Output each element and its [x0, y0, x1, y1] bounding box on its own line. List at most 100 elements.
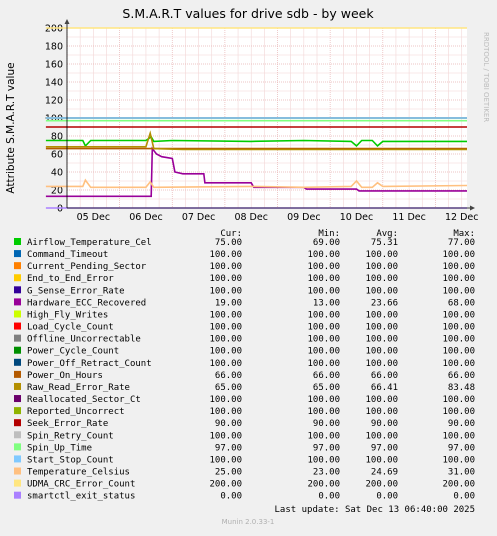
- legend-value: 100.00: [209, 250, 242, 260]
- legend-value: 100.00: [442, 431, 475, 441]
- legend-value: 100.00: [209, 274, 242, 284]
- legend-value: 75.31: [371, 238, 398, 248]
- legend-series-name: Temperature_Celsius: [27, 468, 130, 478]
- legend-swatch: [14, 395, 21, 403]
- legend-swatch: [14, 443, 21, 451]
- legend-value: 77.00: [448, 238, 475, 248]
- legend-value: 100.00: [209, 310, 242, 320]
- legend-value: 90.00: [448, 419, 475, 429]
- y-tick-label: 80: [51, 132, 63, 143]
- legend-value: 100.00: [365, 286, 398, 296]
- y-axis-arrow-icon: [64, 19, 70, 24]
- legend-value: 0.00: [453, 492, 475, 502]
- legend-swatch: [14, 382, 21, 390]
- legend-value: 97.00: [313, 443, 340, 453]
- legend-value: 100.00: [365, 407, 398, 417]
- legend-value: 24.69: [371, 468, 398, 478]
- y-tick-label: 0: [57, 204, 63, 215]
- y-tick-label: 200: [45, 24, 63, 35]
- series-line: [45, 146, 467, 198]
- legend-series-name: Hardware_ECC_Recovered: [27, 298, 146, 308]
- legend-value: 100.00: [209, 431, 242, 441]
- y-tick-label: 20: [51, 186, 63, 197]
- legend-value: 100.00: [365, 262, 398, 272]
- y-tick-label: 100: [45, 114, 63, 125]
- legend-series-name: UDMA_CRC_Error_Count: [27, 480, 135, 490]
- x-tick-label: 08 Dec: [234, 212, 268, 223]
- legend-swatch: [14, 322, 21, 330]
- legend-value: 100.00: [365, 250, 398, 260]
- legend-value: 65.00: [215, 383, 242, 393]
- legend-value: 68.00: [448, 298, 475, 308]
- legend-series-name: Raw_Read_Error_Rate: [27, 383, 130, 393]
- legend-value: 100.00: [307, 455, 340, 465]
- legend-swatch: [14, 358, 21, 366]
- legend-value: 0.00: [376, 492, 398, 502]
- legend-swatch: [14, 370, 21, 378]
- legend-value: 97.00: [215, 443, 242, 453]
- legend-series-name: smartctl_exit_status: [27, 492, 135, 502]
- x-tick-label: 06 Dec: [129, 212, 163, 223]
- legend-swatch: [14, 298, 21, 306]
- legend-swatch: [14, 274, 21, 282]
- legend-value: 100.00: [307, 335, 340, 345]
- legend-value: 100.00: [365, 310, 398, 320]
- legend-value: 97.00: [448, 443, 475, 453]
- legend-value: 90.00: [313, 419, 340, 429]
- legend-series-name: Seek_Error_Rate: [27, 419, 108, 429]
- rrdtool-label: RRDTOOL / TOBI OETIKER: [482, 32, 490, 122]
- legend-header: Min:: [318, 229, 340, 239]
- legend-value: 25.00: [215, 468, 242, 478]
- legend-header: Max:: [453, 229, 475, 239]
- legend-swatch: [14, 334, 21, 342]
- legend-value: 100.00: [442, 455, 475, 465]
- legend-value: 100.00: [307, 323, 340, 333]
- legend-value: 200.00: [307, 480, 340, 490]
- legend-value: 100.00: [307, 286, 340, 296]
- legend-value: 100.00: [442, 250, 475, 260]
- legend-series-name: G_Sense_Error_Rate: [27, 286, 125, 296]
- x-tick-label: 09 Dec: [287, 212, 321, 223]
- legend: Cur: Min: Avg: Max: Airflow_Temperature_Cel 7…: [14, 229, 475, 502]
- legend-value: 100.00: [442, 323, 475, 333]
- legend-swatch: [14, 467, 21, 475]
- legend-header: Avg:: [376, 229, 398, 239]
- legend-value: 23.00: [313, 468, 340, 478]
- legend-value: 200.00: [442, 480, 475, 490]
- legend-swatch: [14, 431, 21, 439]
- legend-swatch: [14, 419, 21, 427]
- y-tick-label: 120: [45, 96, 63, 107]
- legend-value: 100.00: [307, 359, 340, 369]
- x-tick-label: 05 Dec: [77, 212, 111, 223]
- x-tick-label: 07 Dec: [182, 212, 216, 223]
- legend-value: 19.00: [215, 298, 242, 308]
- series-lines: [45, 27, 468, 209]
- x-tick-label: 12 Dec: [445, 212, 479, 223]
- legend-value: 66.41: [371, 383, 398, 393]
- legend-series-name: Command_Timeout: [27, 250, 108, 260]
- legend-series-name: Power_Off_Retract_Count: [27, 359, 152, 369]
- legend-swatch: [14, 479, 21, 487]
- legend-series-name: High_Fly_Writes: [27, 310, 108, 320]
- legend-swatch: [14, 407, 21, 415]
- legend-value: 200.00: [365, 480, 398, 490]
- y-axis-label: Attribute S.M.A.R.T value: [5, 62, 17, 193]
- legend-value: 100.00: [307, 262, 340, 272]
- legend-value: 31.00: [448, 468, 475, 478]
- x-tick-label: 10 Dec: [340, 212, 374, 223]
- legend-value: 100.00: [442, 347, 475, 357]
- legend-value: 100.00: [365, 395, 398, 405]
- legend-value: 97.00: [371, 443, 398, 453]
- legend-value: 100.00: [209, 347, 242, 357]
- legend-value: 66.00: [448, 371, 475, 381]
- series-line: [45, 130, 467, 151]
- legend-series-name: Spin_Retry_Count: [27, 431, 114, 441]
- legend-swatch: [14, 455, 21, 463]
- y-tick-label: 40: [51, 168, 63, 179]
- axes: [64, 19, 475, 211]
- legend-series-name: Power_Cycle_Count: [27, 347, 119, 357]
- legend-value: 100.00: [209, 395, 242, 405]
- legend-value: 65.00: [313, 383, 340, 393]
- legend-series-name: Start_Stop_Count: [27, 455, 114, 465]
